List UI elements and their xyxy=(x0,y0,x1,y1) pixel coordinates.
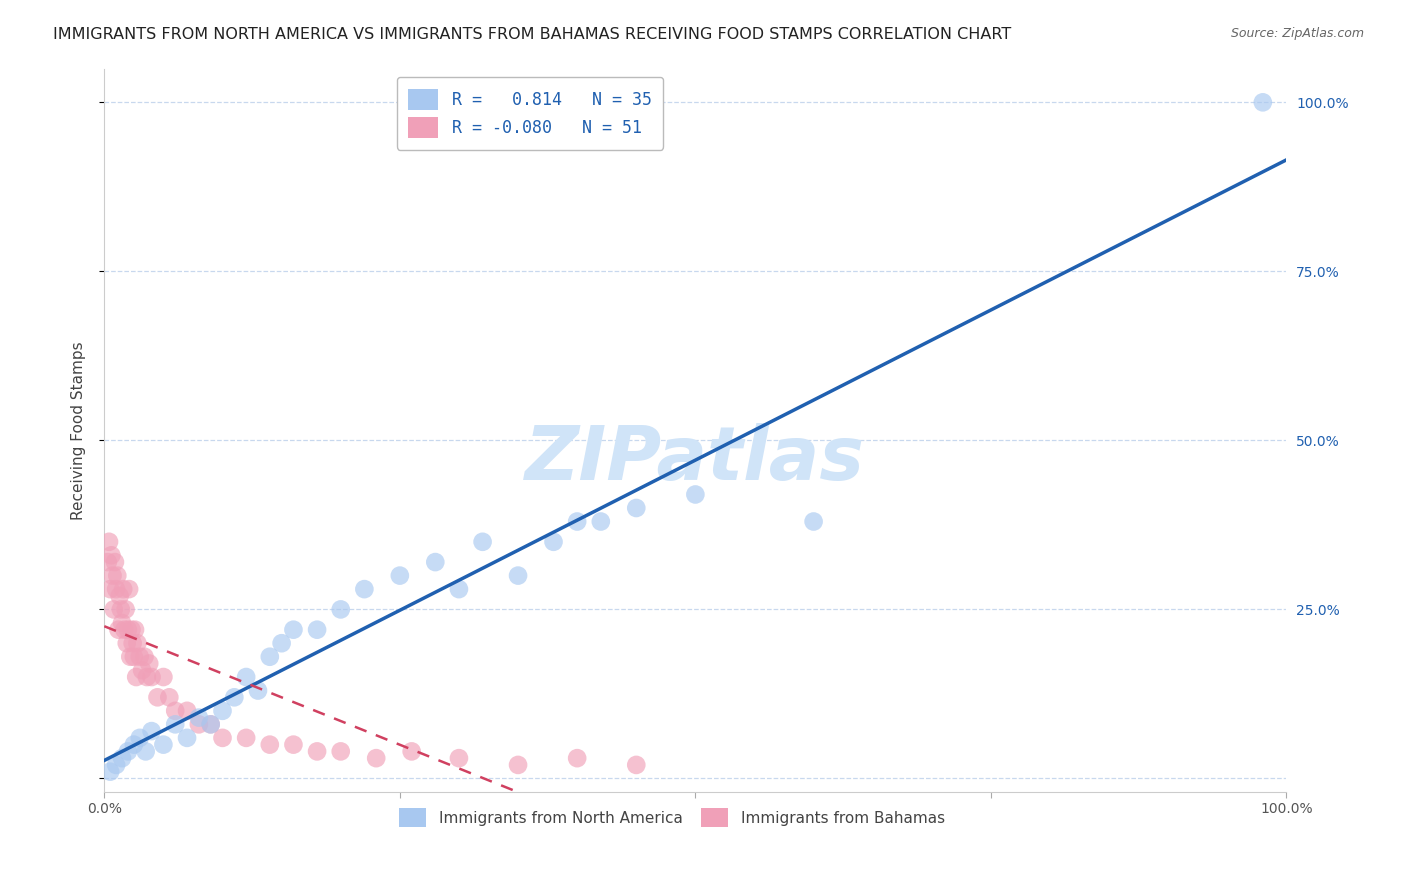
Point xyxy=(141,670,163,684)
Point xyxy=(128,649,150,664)
Point xyxy=(100,549,122,563)
Point xyxy=(115,636,138,650)
Point xyxy=(425,555,447,569)
Point xyxy=(165,704,187,718)
Point xyxy=(235,731,257,745)
Point xyxy=(329,744,352,758)
Point xyxy=(506,568,529,582)
Point xyxy=(104,555,127,569)
Point xyxy=(121,636,143,650)
Point xyxy=(176,704,198,718)
Point xyxy=(187,710,209,724)
Point xyxy=(111,751,134,765)
Point xyxy=(135,670,157,684)
Point xyxy=(366,751,388,765)
Point xyxy=(401,744,423,758)
Point xyxy=(803,515,825,529)
Point xyxy=(246,683,269,698)
Point xyxy=(224,690,246,705)
Point xyxy=(200,717,222,731)
Point xyxy=(105,568,128,582)
Point xyxy=(98,764,121,779)
Text: Source: ZipAtlas.com: Source: ZipAtlas.com xyxy=(1230,27,1364,40)
Point xyxy=(152,670,174,684)
Point xyxy=(626,500,648,515)
Point xyxy=(626,758,648,772)
Point xyxy=(122,649,145,664)
Point xyxy=(329,602,352,616)
Point xyxy=(506,758,529,772)
Point xyxy=(307,744,329,758)
Text: ZIPatlas: ZIPatlas xyxy=(526,423,865,496)
Text: IMMIGRANTS FROM NORTH AMERICA VS IMMIGRANTS FROM BAHAMAS RECEIVING FOOD STAMPS C: IMMIGRANTS FROM NORTH AMERICA VS IMMIGRA… xyxy=(53,27,1012,42)
Point xyxy=(111,615,134,630)
Point xyxy=(141,724,163,739)
Point xyxy=(447,751,470,765)
Point xyxy=(388,568,411,582)
Point xyxy=(152,738,174,752)
Point xyxy=(1251,95,1274,110)
Point xyxy=(131,663,153,677)
Point xyxy=(112,623,135,637)
Point xyxy=(120,649,142,664)
Point xyxy=(146,690,169,705)
Point xyxy=(270,636,292,650)
Point xyxy=(105,758,128,772)
Point xyxy=(135,744,157,758)
Point xyxy=(165,717,187,731)
Point xyxy=(114,602,136,616)
Point xyxy=(97,555,120,569)
Point xyxy=(121,623,143,637)
Point xyxy=(176,731,198,745)
Point xyxy=(138,657,160,671)
Point xyxy=(589,515,612,529)
Legend: Immigrants from North America, Immigrants from Bahamas: Immigrants from North America, Immigrant… xyxy=(391,800,952,835)
Point xyxy=(122,738,145,752)
Point xyxy=(200,717,222,731)
Point xyxy=(112,582,135,596)
Point xyxy=(125,670,148,684)
Point xyxy=(211,704,233,718)
Point xyxy=(307,623,329,637)
Point xyxy=(108,589,131,603)
Point xyxy=(567,515,589,529)
Point xyxy=(235,670,257,684)
Point xyxy=(353,582,375,596)
Point xyxy=(98,534,121,549)
Point xyxy=(103,602,125,616)
Point xyxy=(127,636,149,650)
Point xyxy=(98,582,121,596)
Point xyxy=(117,744,139,758)
Point xyxy=(283,623,305,637)
Point xyxy=(128,731,150,745)
Point xyxy=(101,568,124,582)
Point xyxy=(187,717,209,731)
Point xyxy=(157,690,180,705)
Point xyxy=(567,751,589,765)
Point xyxy=(471,534,494,549)
Point xyxy=(283,738,305,752)
Point xyxy=(134,649,156,664)
Point xyxy=(117,623,139,637)
Point xyxy=(211,731,233,745)
Point xyxy=(105,582,128,596)
Point xyxy=(543,534,565,549)
Point xyxy=(259,738,281,752)
Point xyxy=(447,582,470,596)
Point xyxy=(124,623,146,637)
Point xyxy=(107,623,129,637)
Point xyxy=(259,649,281,664)
Y-axis label: Receiving Food Stamps: Receiving Food Stamps xyxy=(72,341,86,519)
Point xyxy=(685,487,707,501)
Point xyxy=(110,602,132,616)
Point xyxy=(118,582,141,596)
